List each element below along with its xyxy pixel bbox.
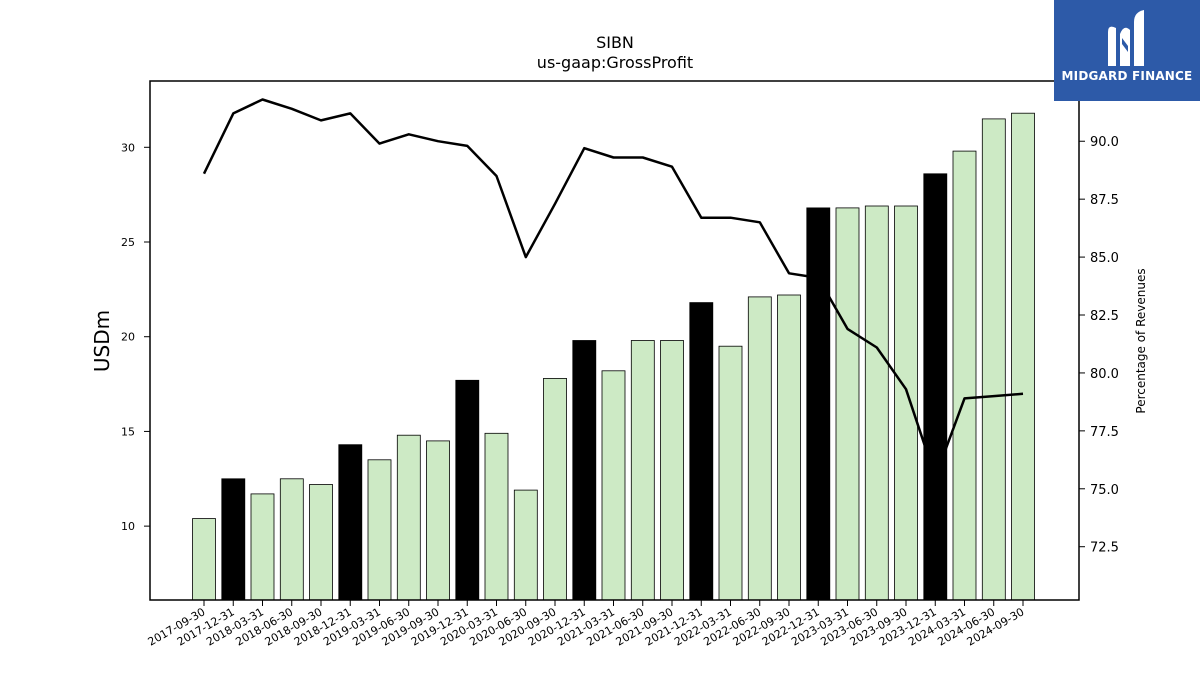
bar-2021-12-31 xyxy=(689,302,714,601)
bar-series xyxy=(192,112,1035,601)
y2-tick-label: 77.5 xyxy=(1090,425,1119,440)
bar-2020-09-30 xyxy=(543,377,567,601)
bar-2018-03-31 xyxy=(250,493,275,601)
bar-2022-06-30 xyxy=(747,296,772,601)
bar-2018-12-31 xyxy=(338,444,363,601)
bar-2024-03-31 xyxy=(952,150,977,601)
y-axis-left: 10 15 20 25 30 xyxy=(121,141,150,533)
y-tick-label: 20 xyxy=(121,331,135,344)
y-tick-label: 25 xyxy=(121,236,135,249)
chart-title: SIBN xyxy=(596,33,634,52)
bar-2020-03-31 xyxy=(484,432,509,601)
bar-2023-03-31 xyxy=(835,207,860,601)
y2-tick-label: 82.5 xyxy=(1090,309,1119,324)
bar-2017-09-30 xyxy=(192,518,216,601)
bar-2018-06-30 xyxy=(279,478,304,601)
y-axis-right: 72.5 75.0 77.5 80.0 82.5 85.0 87.5 90.0 xyxy=(1079,135,1119,556)
plot-frame xyxy=(149,80,1080,601)
bar-2020-12-31 xyxy=(572,340,597,601)
bar-2022-03-31 xyxy=(718,345,743,601)
bar-2017-12-31 xyxy=(221,478,246,601)
bar-2022-09-30 xyxy=(777,294,801,601)
bar-2019-12-31 xyxy=(455,379,480,601)
x-axis: 2017-09-302017-12-312018-03-312018-06-30… xyxy=(146,600,1027,649)
bar-2024-06-30 xyxy=(981,118,1006,601)
y-tick-label: 30 xyxy=(121,141,135,154)
bar-2019-06-30 xyxy=(396,434,421,601)
y2-tick-label: 72.5 xyxy=(1090,541,1119,556)
bar-2019-03-31 xyxy=(367,459,392,601)
bar-2023-12-31 xyxy=(923,173,948,601)
line-series xyxy=(202,98,1024,479)
bar-2022-12-31 xyxy=(806,207,831,601)
bar-2021-06-30 xyxy=(630,340,655,601)
bar-2023-06-30 xyxy=(864,205,889,601)
brand-name: MIDGARD FINANCE xyxy=(1061,69,1193,83)
y2-tick-label: 80.0 xyxy=(1090,367,1119,382)
y2-tick-label: 75.0 xyxy=(1090,483,1119,498)
bar-2018-09-30 xyxy=(309,484,333,601)
bar-2021-09-30 xyxy=(660,340,684,601)
y-tick-label: 10 xyxy=(121,520,135,533)
bar-2024-09-30 xyxy=(1011,112,1035,601)
bar-2021-03-31 xyxy=(601,370,626,601)
brand-logo: MIDGARD FINANCE xyxy=(1054,0,1200,101)
percentage-line xyxy=(202,98,1024,479)
bar-2023-09-30 xyxy=(894,205,918,601)
bar-2020-06-30 xyxy=(513,489,538,601)
logo-mark-icon xyxy=(1108,10,1144,67)
y2-tick-label: 85.0 xyxy=(1090,251,1119,266)
y2-axis-label: Percentage of Revenues xyxy=(1134,268,1148,413)
y2-tick-label: 87.5 xyxy=(1090,193,1119,208)
chart-subtitle: us-gaap:GrossProfit xyxy=(537,53,693,72)
bar-2019-09-30 xyxy=(426,440,450,601)
y-axis-label: USDm xyxy=(90,310,114,372)
y-tick-label: 15 xyxy=(121,425,135,438)
y2-tick-label: 90.0 xyxy=(1090,135,1119,150)
